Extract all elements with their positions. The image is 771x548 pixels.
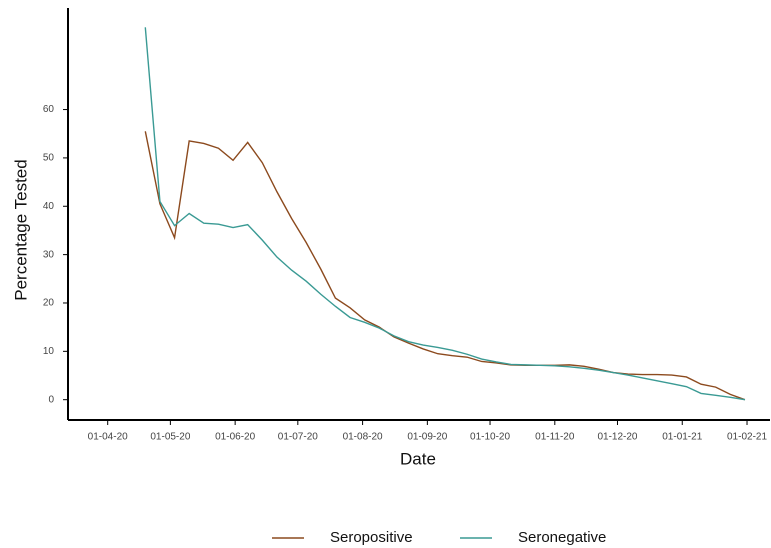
x-tick-label: 01-11-20 xyxy=(535,432,575,443)
x-tick-label: 01-02-21 xyxy=(727,432,767,443)
x-tick-label: 01-04-20 xyxy=(88,432,128,443)
legend-label: Seropositive xyxy=(330,529,413,546)
x-tick-label: 01-07-20 xyxy=(278,432,318,443)
y-tick-label: 40 xyxy=(43,201,55,212)
x-tick-label: 01-06-20 xyxy=(215,432,255,443)
y-tick-label: 30 xyxy=(43,249,55,260)
legend-label: Seronegative xyxy=(518,529,606,546)
y-tick-label: 20 xyxy=(43,298,55,309)
x-tick-label: 01-01-21 xyxy=(662,432,702,443)
y-tick-label: 50 xyxy=(43,153,55,164)
x-tick-label: 01-09-20 xyxy=(407,432,447,443)
series-line xyxy=(144,27,746,401)
series-line xyxy=(144,131,746,401)
x-tick-label: 01-08-20 xyxy=(343,432,383,443)
y-tick-label: 60 xyxy=(43,104,55,115)
x-tick-label: 01-12-20 xyxy=(597,432,637,443)
x-tick-label: 01-10-20 xyxy=(470,432,510,443)
x-tick-label: 01-05-20 xyxy=(150,432,190,443)
y-axis-title: Percentage Tested xyxy=(11,159,30,300)
y-tick-label: 0 xyxy=(48,394,54,405)
y-tick-label: 10 xyxy=(43,346,55,357)
x-axis-title: Date xyxy=(400,449,436,468)
